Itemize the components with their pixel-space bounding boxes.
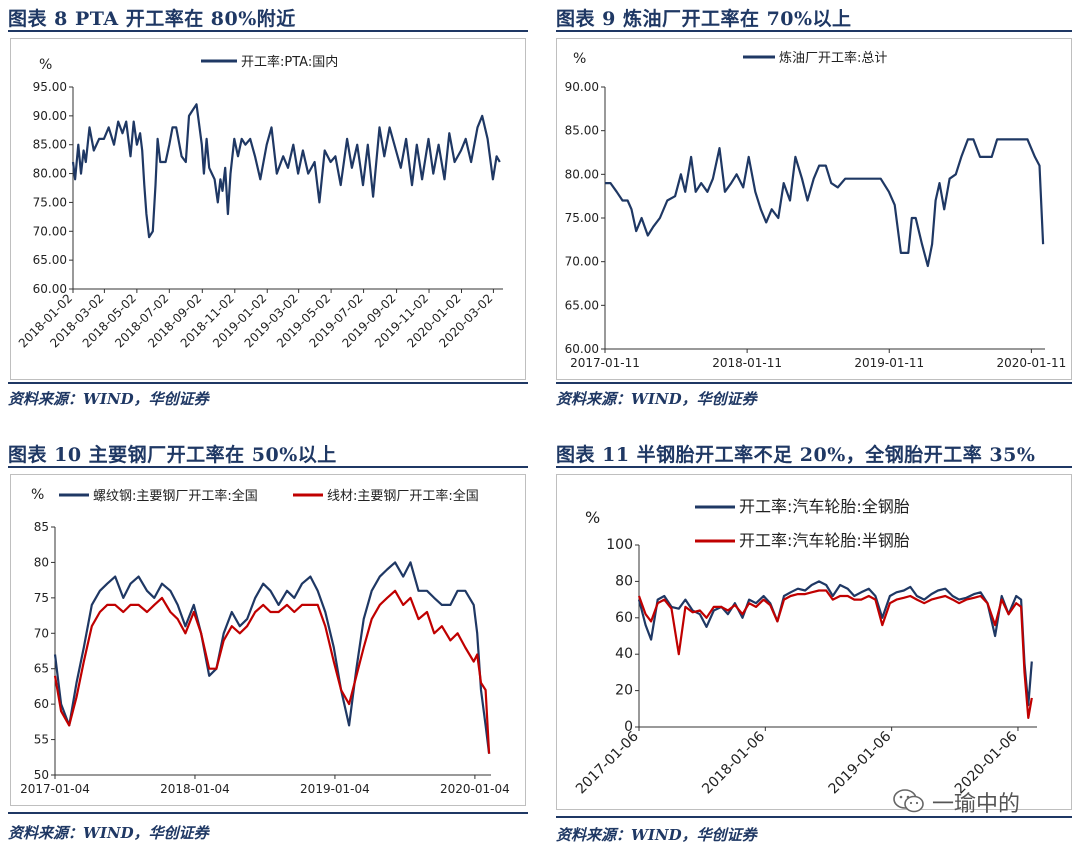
panel-pta: 图表 8 PTA 开工率在 80%附近 % 60.00 65.00 70.00 75.0… bbox=[8, 0, 528, 412]
x-tick-label: 2018-01-06 bbox=[699, 728, 768, 797]
source-note: 资料来源：WIND，华创证券 bbox=[556, 826, 757, 844]
x-tick-label: 2019-01-11 bbox=[854, 356, 924, 370]
x-tick-label: 2017-01-06 bbox=[573, 728, 642, 797]
x-tick-label: 2019-01-04 bbox=[300, 782, 370, 796]
tire-chart: % 0 20 40 60 80 100 2017-01-06 2018-01-06 2019-01… bbox=[573, 497, 1037, 797]
steel-chart: % 50 55 60 65 70 75 80 85 2017-01-04 2018-01-04 201… bbox=[20, 487, 510, 796]
y-tick-label: 80.00 bbox=[565, 167, 599, 181]
title-rule bbox=[8, 466, 528, 468]
source-rule bbox=[8, 382, 528, 384]
y-tick-label: 55 bbox=[34, 733, 49, 747]
series-line bbox=[605, 138, 1045, 268]
chart-frame: % 60.00 65.00 70.00 75.00 80.00 85.00 90.00 95.0… bbox=[10, 38, 526, 380]
series-line bbox=[637, 580, 1033, 707]
pta-chart: % 60.00 65.00 70.00 75.00 80.00 85.00 90.00 95.0… bbox=[16, 54, 503, 350]
y-tick-label: 40 bbox=[615, 646, 633, 662]
x-tick-label: 2018-01-04 bbox=[160, 782, 230, 796]
y-tick-label: 65.00 bbox=[565, 298, 599, 312]
panel-title: 图表 11 半钢胎开工率不足 20%，全钢胎开工率 35% bbox=[556, 444, 1036, 466]
y-unit-label: % bbox=[573, 51, 586, 67]
y-tick-label: 90.00 bbox=[565, 80, 599, 94]
y-tick-label: 90.00 bbox=[33, 109, 67, 123]
source-note: 资料来源：WIND，华创证券 bbox=[556, 390, 757, 408]
y-tick-label: 80 bbox=[34, 555, 49, 569]
y-unit-label: % bbox=[585, 508, 600, 527]
panel-tire: 图表 11 半钢胎开工率不足 20%，全钢胎开工率 35% % 0 20 40 60 80… bbox=[556, 436, 1072, 848]
y-tick-label: 80.00 bbox=[33, 167, 67, 181]
x-tick-label: 2020-01-04 bbox=[440, 782, 510, 796]
series-line bbox=[637, 589, 1033, 719]
x-tick-label: 2018-01-11 bbox=[712, 356, 782, 370]
panel-steel: 图表 10 主要钢厂开工率在 50%以上 % 50 55 60 65 70 75 80 85 20… bbox=[8, 436, 528, 848]
legend-label: 炼油厂开工率:总计 bbox=[779, 50, 887, 66]
panel-title: 图表 8 PTA 开工率在 80%附近 bbox=[8, 8, 296, 30]
y-tick-label: 75.00 bbox=[33, 195, 67, 209]
panel-title: 图表 9 炼油厂开工率在 70%以上 bbox=[556, 8, 852, 30]
y-tick-label: 85.00 bbox=[565, 124, 599, 138]
source-note: 资料来源：WIND，华创证券 bbox=[8, 824, 209, 842]
watermark-text: 一瑜中的 bbox=[932, 792, 1021, 817]
y-tick-label: 50 bbox=[34, 768, 49, 782]
legend-label: 开工率:汽车轮胎:半钢胎 bbox=[739, 531, 910, 550]
y-tick-label: 70.00 bbox=[565, 255, 599, 269]
source-note: 资料来源：WIND，华创证券 bbox=[8, 390, 209, 408]
y-tick-label: 75 bbox=[34, 591, 49, 605]
y-tick-label: 65 bbox=[34, 662, 49, 676]
y-tick-label: 70 bbox=[34, 626, 49, 640]
y-tick-label: 85.00 bbox=[33, 138, 67, 152]
panel-refinery: 图表 9 炼油厂开工率在 70%以上 % 60.00 65.00 70.00 75.00… bbox=[556, 0, 1072, 412]
title-rule bbox=[8, 30, 528, 32]
series-line bbox=[53, 561, 491, 754]
y-tick-label: 60.00 bbox=[33, 282, 67, 296]
chart-frame: % 60.00 65.00 70.00 75.00 80.00 85.00 90.00 2017… bbox=[556, 38, 1072, 380]
source-rule bbox=[556, 382, 1072, 384]
x-tick-label: 2020-01-11 bbox=[996, 356, 1066, 370]
legend-label: 开工率:汽车轮胎:全钢胎 bbox=[739, 497, 910, 516]
panel-title: 图表 10 主要钢厂开工率在 50%以上 bbox=[8, 444, 337, 466]
y-tick-label: 85 bbox=[34, 520, 49, 534]
legend-label: 线材:主要钢厂开工率:全国 bbox=[327, 488, 479, 504]
y-tick-label: 95.00 bbox=[33, 80, 67, 94]
x-tick-label: 2017-01-11 bbox=[570, 356, 640, 370]
watermark: 一瑜中的 bbox=[892, 784, 1052, 818]
series-line bbox=[71, 103, 501, 239]
refinery-chart: % 60.00 65.00 70.00 75.00 80.00 85.00 90.00 2017… bbox=[565, 50, 1067, 370]
source-rule bbox=[8, 812, 528, 814]
x-tick-label: 2017-01-04 bbox=[20, 782, 90, 796]
y-unit-label: % bbox=[31, 487, 44, 503]
y-tick-label: 75.00 bbox=[565, 211, 599, 225]
y-tick-label: 0 bbox=[624, 719, 633, 735]
wechat-icon bbox=[893, 789, 924, 813]
y-tick-label: 60 bbox=[34, 697, 49, 711]
y-tick-label: 65.00 bbox=[33, 253, 67, 267]
y-tick-label: 80 bbox=[615, 573, 633, 589]
y-tick-label: 100 bbox=[606, 537, 633, 553]
chart-frame: % 50 55 60 65 70 75 80 85 2017-01-04 2018-01-04 201… bbox=[10, 474, 526, 806]
series-line bbox=[53, 589, 491, 754]
y-tick-label: 60 bbox=[615, 610, 633, 626]
y-tick-label: 20 bbox=[615, 683, 633, 699]
legend-label: 开工率:PTA:国内 bbox=[241, 54, 338, 70]
title-rule bbox=[556, 466, 1072, 468]
chart-frame: % 0 20 40 60 80 100 2017-01-06 2018-01-06 2019-01… bbox=[556, 474, 1072, 810]
source-rule bbox=[556, 816, 1072, 818]
y-tick-label: 70.00 bbox=[33, 224, 67, 238]
y-unit-label: % bbox=[39, 57, 52, 73]
title-rule bbox=[556, 30, 1072, 32]
y-tick-label: 60.00 bbox=[565, 342, 599, 356]
x-tick-label: 2019-01-06 bbox=[826, 728, 895, 797]
legend-label: 螺纹钢:主要钢厂开工率:全国 bbox=[93, 488, 258, 504]
